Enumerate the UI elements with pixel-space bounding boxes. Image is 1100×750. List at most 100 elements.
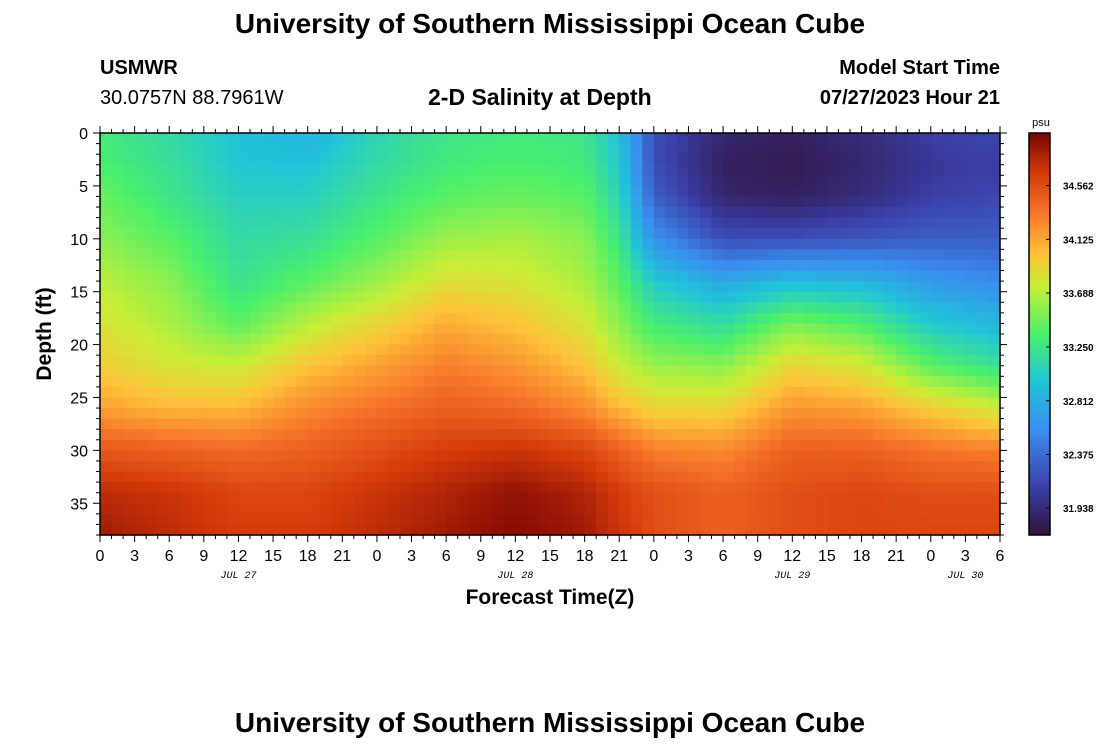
heatmap-cell [596,185,609,198]
heatmap-cell [192,164,205,176]
heatmap-cell [619,302,632,314]
heatmap-cell [607,355,620,367]
heatmap-cell [203,344,216,356]
heatmap-cell [861,344,874,356]
heatmap-cell [434,365,447,377]
heatmap-cell [250,185,263,198]
heatmap-cell [261,323,274,335]
heatmap-cell [146,175,159,187]
heatmap-cell [734,249,747,261]
x-tick-label: 6 [442,548,451,565]
heatmap-cell [676,291,690,303]
heatmap-cell [411,164,424,176]
heatmap-cell [480,460,493,473]
heatmap-cell [965,312,978,325]
heatmap-cell [757,376,770,388]
heatmap-cell [907,429,920,441]
heatmap-cell [873,492,886,504]
heatmap-cell [469,503,482,515]
heatmap-cell [734,196,747,208]
heatmap-cell [526,513,540,526]
heatmap-cell [146,439,159,451]
heatmap-cell [803,460,816,473]
heatmap-cell [503,133,516,145]
heatmap-cell [850,207,863,219]
heatmap-cell [653,270,666,282]
x-tick-label: 18 [853,548,871,565]
heatmap-cell [480,376,493,388]
heatmap-cell [884,397,897,409]
heatmap-cell [873,164,886,176]
heatmap-cell [192,302,205,314]
heatmap-cell [688,439,701,451]
heatmap-cell [111,429,124,441]
heatmap-cell [123,133,136,145]
heatmap-cell [411,312,424,325]
heatmap-cell [619,460,632,473]
heatmap-cell [353,196,366,208]
heatmap-cell [111,302,124,314]
heatmap-cell [711,408,724,420]
heatmap-cell [203,524,216,536]
heatmap-cell [930,344,943,356]
heatmap-cell [746,207,759,219]
heatmap-cell [261,281,274,293]
heatmap-cell [411,175,424,187]
heatmap-cell [723,228,736,240]
heatmap-cell [965,302,978,314]
heatmap-cell [100,492,113,504]
heatmap-cell [134,482,147,494]
heatmap-cell [169,450,182,462]
heatmap-cell [411,376,424,388]
heatmap-cell [273,429,286,441]
heatmap-cell [307,492,320,504]
heatmap-cell [446,281,459,293]
heatmap-cell [873,207,886,219]
heatmap-cell [423,492,436,504]
heatmap-cell [111,418,124,430]
heatmap-cell [884,259,897,272]
heatmap-cell [307,386,320,399]
heatmap-cell [873,471,886,483]
heatmap-cell [538,355,551,367]
heatmap-cell [792,344,805,356]
heatmap-cell [261,302,274,314]
heatmap-cell [780,471,793,483]
heatmap-cell [550,175,563,187]
heatmap-cell [976,429,990,441]
heatmap-cell [803,302,816,314]
heatmap-cell [342,281,355,293]
heatmap-cell [723,418,736,430]
heatmap-cell [273,154,286,166]
heatmap-cell [919,270,932,282]
heatmap-cell [942,355,955,367]
heatmap-cell [723,471,736,483]
heatmap-cell [792,439,805,451]
heatmap-cell [434,238,447,250]
heatmap-cell [284,207,297,219]
heatmap-cell [180,503,193,515]
heatmap-cell [930,334,943,346]
heatmap-cell [803,418,816,430]
heatmap-cell [503,312,516,325]
heatmap-cell [538,429,551,441]
heatmap-cell [446,513,459,526]
heatmap-cell [146,492,159,504]
heatmap-cell [388,185,401,198]
heatmap-cell [561,281,574,293]
heatmap-cell [803,323,816,335]
heatmap-cell [492,418,505,430]
heatmap-cell [780,228,793,240]
heatmap-cell [700,429,713,441]
heatmap-cell [780,302,793,314]
heatmap-cell [803,524,816,536]
heatmap-cell [146,334,159,346]
heatmap-cell [376,238,390,250]
heatmap-cell [815,460,828,473]
heatmap-cell [526,196,540,208]
heatmap-cell [596,471,609,483]
heatmap-cell [988,344,1001,356]
heatmap-cell [180,270,193,282]
x-tick-label: 3 [407,548,416,565]
heatmap-cell [111,334,124,346]
